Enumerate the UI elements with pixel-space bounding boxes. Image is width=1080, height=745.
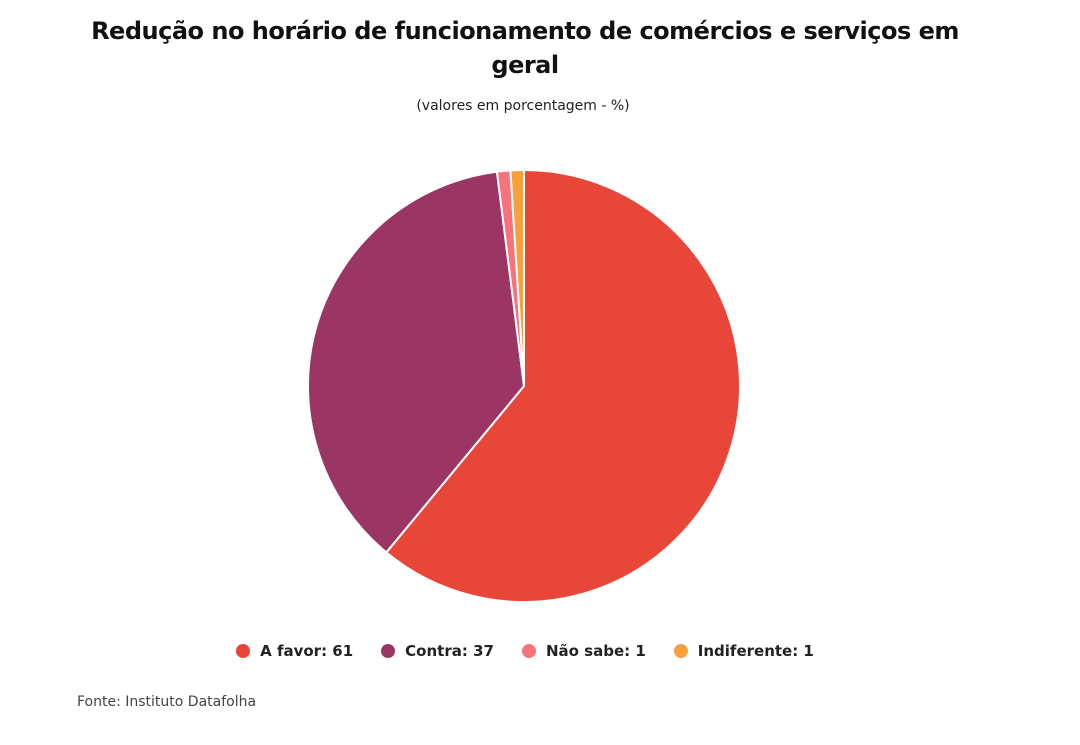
legend-swatch — [521, 644, 536, 658]
legend-label: Contra: 37 — [405, 642, 494, 660]
legend-item-contra[interactable]: Contra: 37 — [381, 642, 494, 660]
legend-item-nao-sabe[interactable]: Não sabe: 1 — [521, 642, 646, 660]
legend-label: A favor: 61 — [260, 642, 354, 660]
legend-item-indiferente[interactable]: Indiferente: 1 — [673, 642, 814, 660]
legend-swatch — [236, 644, 251, 658]
pie-slice-a-favor[interactable] — [384, 168, 741, 603]
pie-chart — [307, 168, 741, 603]
pie-slice-contra[interactable] — [307, 170, 526, 554]
legend-swatch — [381, 644, 396, 658]
legend: A favor: 61 Contra: 37 Não sabe: 1 Indif… — [0, 642, 1050, 660]
legend-swatch — [673, 644, 688, 658]
legend-label: Não sabe: 1 — [545, 642, 646, 660]
legend-item-a-favor[interactable]: A favor: 61 — [236, 642, 353, 660]
legend-label: Indiferente: 1 — [697, 642, 814, 660]
pie-slice-indiferente[interactable] — [509, 168, 525, 387]
chart-title: Redução no horário de funcionamento de c… — [91, 17, 959, 79]
chart-subtitle: (valores em porcentagem - %) — [416, 98, 630, 114]
source-note: Fonte: Instituto Datafolha — [77, 694, 257, 710]
